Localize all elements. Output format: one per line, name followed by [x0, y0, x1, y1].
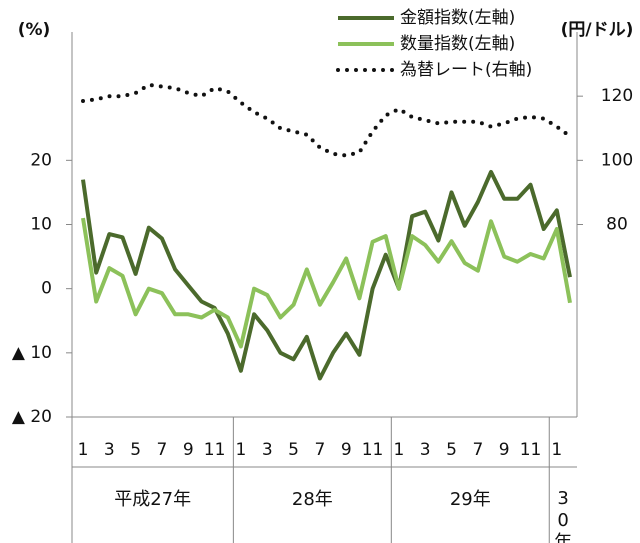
y-tick-label: ▲ 20 — [12, 407, 52, 427]
x-tick-label: 7 — [315, 440, 326, 460]
series-line — [81, 82, 572, 158]
x-tick-label: 5 — [288, 440, 299, 460]
x-tick-label: 7 — [157, 440, 168, 460]
legend-label: 為替レート(右軸) — [400, 60, 532, 80]
x-tick-label: 5 — [130, 440, 141, 460]
year-label: 平成27年 — [114, 489, 192, 510]
x-tick-label: 9 — [499, 440, 510, 460]
x-tick-label: 3 — [262, 440, 273, 460]
y-tick-label: ▲ 10 — [12, 343, 52, 363]
x-tick-label: 11 — [520, 440, 542, 460]
y2-tick-label: 80 — [606, 215, 628, 235]
legend-label: 数量指数(左軸) — [400, 34, 515, 54]
year-label: 28年 — [291, 489, 333, 510]
x-tick-label: 1 — [393, 440, 404, 460]
x-tick-label: 7 — [472, 440, 483, 460]
y2-unit: (円/ドル) — [561, 20, 634, 40]
y2-tick-label: 120 — [601, 86, 633, 106]
year-label: 30年 — [554, 488, 573, 543]
x-tick-label: 5 — [446, 440, 457, 460]
x-tick-label: 1 — [78, 440, 89, 460]
x-tick-label: 3 — [104, 440, 115, 460]
legend-label: 金額指数(左軸) — [400, 8, 515, 28]
series-line — [81, 217, 572, 349]
y-unit: (%) — [18, 20, 51, 40]
x-tick-label: 9 — [341, 440, 352, 460]
x-tick-label: 11 — [362, 440, 384, 460]
x-tick-label: 3 — [420, 440, 431, 460]
y-tick-label: 20 — [30, 150, 52, 170]
year-label: 29年 — [449, 489, 491, 510]
y2-tick-label: 100 — [601, 150, 633, 170]
y-tick-label: 0 — [41, 279, 52, 299]
series-line — [81, 169, 572, 381]
x-tick-label: 9 — [183, 440, 194, 460]
x-tick-label: 11 — [204, 440, 226, 460]
y-tick-label: 10 — [30, 215, 52, 235]
x-tick-label: 1 — [236, 440, 247, 460]
x-tick-label: 1 — [551, 440, 562, 460]
